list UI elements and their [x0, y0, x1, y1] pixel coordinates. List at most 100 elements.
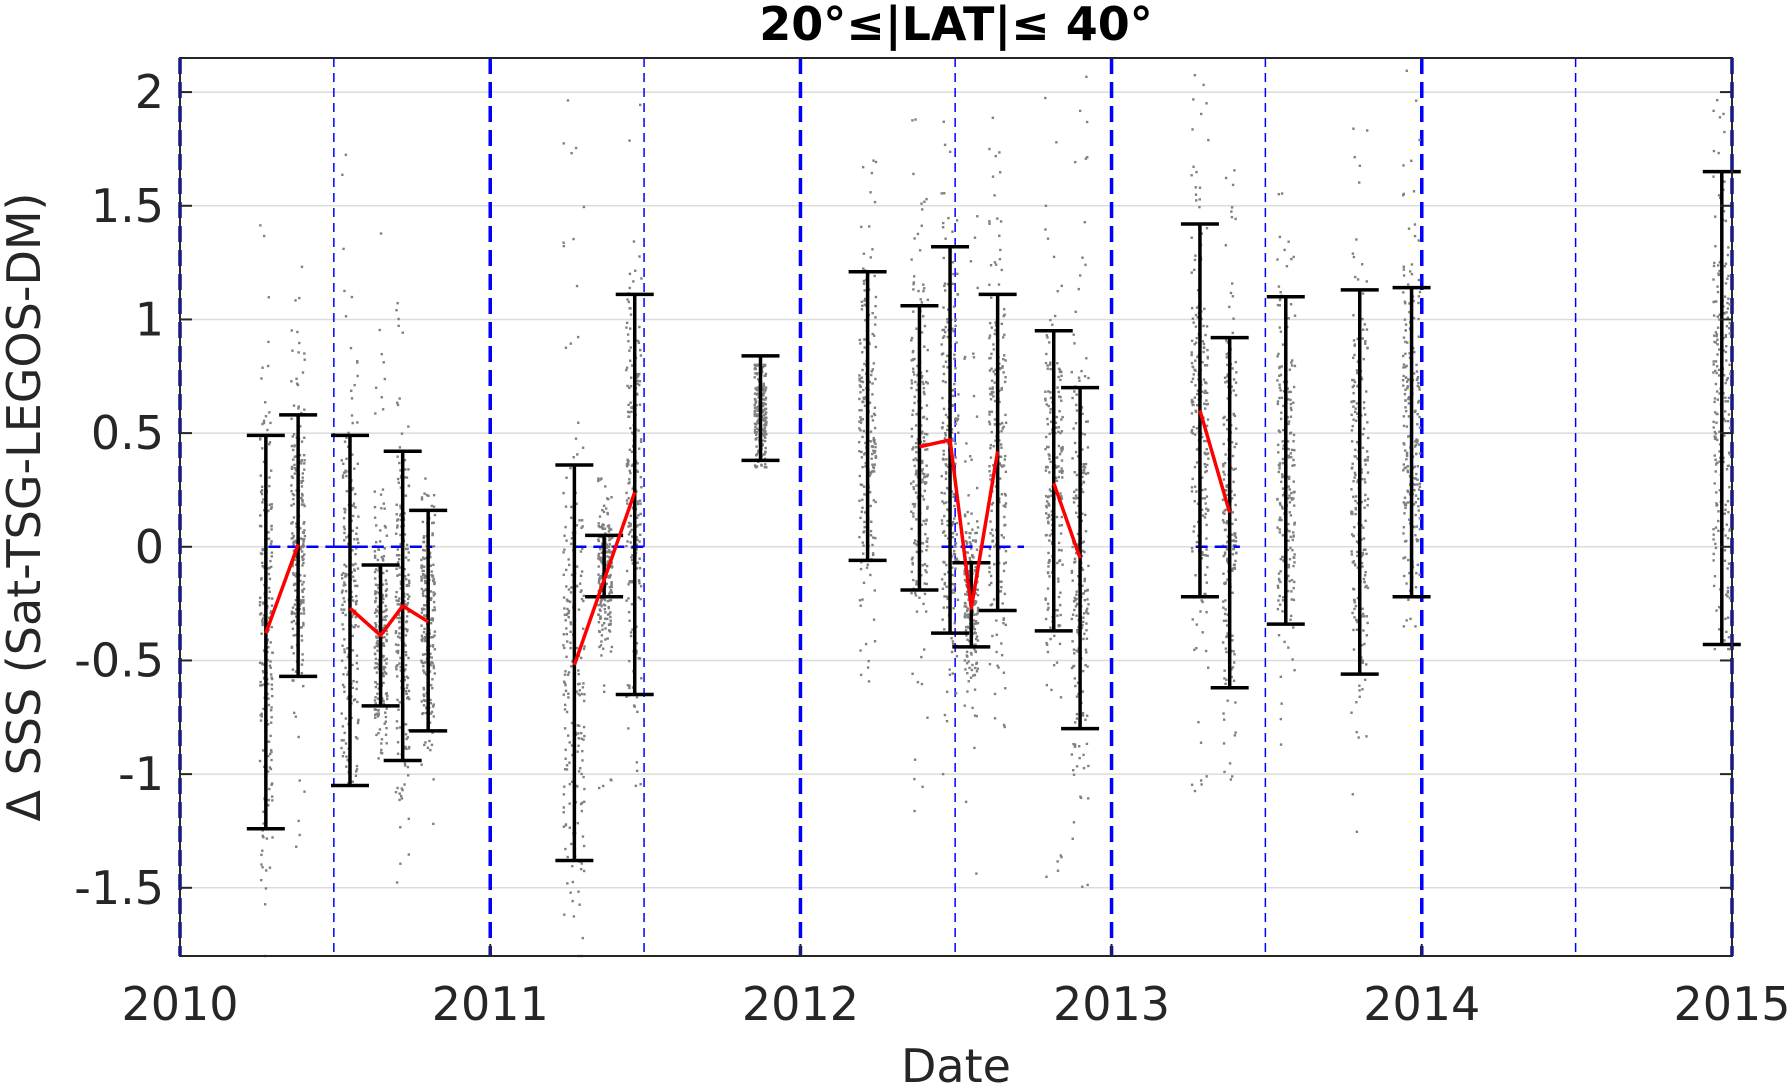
scatter-point [1712, 371, 1715, 374]
scatter-point [431, 533, 434, 537]
scatter-point [422, 688, 426, 691]
scatter-point [952, 388, 955, 392]
scatter-point [606, 575, 609, 579]
scatter-point [1059, 603, 1062, 607]
scatter-point [915, 583, 918, 586]
scatter-point [295, 845, 298, 848]
scatter-point [397, 317, 400, 321]
scatter-point [1356, 457, 1359, 460]
scatter-point [1233, 169, 1236, 172]
scatter-point [1723, 312, 1726, 315]
scatter-point [951, 282, 955, 286]
scatter-point [1354, 473, 1357, 477]
scatter-point [1206, 666, 1210, 669]
scatter-point [764, 389, 767, 392]
scatter-point [343, 651, 346, 654]
scatter-point [262, 707, 265, 711]
scatter-point [1060, 284, 1063, 288]
scatter-point [1232, 563, 1236, 567]
scatter-point [1292, 433, 1296, 437]
scatter-point [921, 430, 924, 434]
scatter-point [376, 715, 380, 718]
scatter-point [911, 413, 914, 417]
scatter-point [1046, 602, 1050, 606]
scatter-point [406, 765, 410, 769]
scatter-point [991, 534, 995, 537]
scatter-point [858, 338, 862, 342]
scatter-point [405, 543, 409, 547]
scatter-point [354, 584, 357, 588]
scatter-point [295, 455, 298, 458]
scatter-point [925, 404, 929, 407]
scatter-point [1225, 418, 1229, 422]
scatter-point [1083, 550, 1086, 554]
scatter-point [407, 579, 411, 582]
scatter-point [406, 593, 409, 596]
scatter-point [562, 244, 566, 248]
scatter-point [969, 260, 973, 263]
scatter-point [394, 595, 398, 599]
scatter-point [1402, 192, 1406, 196]
scatter-point [923, 563, 927, 566]
scatter-point [1222, 606, 1225, 609]
scatter-point [1048, 534, 1052, 537]
scatter-point [991, 116, 995, 119]
scatter-point [290, 329, 293, 332]
scatter-point [942, 365, 945, 368]
scatter-point [1192, 403, 1195, 407]
scatter-point [1417, 239, 1420, 242]
scatter-point [874, 295, 878, 299]
scatter-point [1206, 348, 1209, 352]
scatter-point [1202, 346, 1206, 349]
scatter-point [1196, 520, 1200, 524]
scatter-point [951, 437, 954, 440]
scatter-point [1358, 684, 1361, 687]
scatter-point [1049, 408, 1052, 411]
scatter-point [1087, 797, 1090, 800]
scatter-point [431, 731, 434, 734]
scatter-point [355, 764, 359, 768]
scatter-point [1234, 540, 1238, 543]
scatter-point [433, 634, 436, 637]
scatter-point [859, 385, 862, 389]
scatter-point [303, 408, 306, 411]
scatter-point [923, 345, 926, 348]
scatter-point [925, 540, 929, 544]
scatter-point [1354, 407, 1357, 410]
scatter-point [356, 360, 359, 363]
scatter-point [597, 525, 600, 528]
scatter-point [1060, 430, 1064, 433]
scatter-point [383, 666, 387, 669]
scatter-point [1059, 378, 1062, 382]
scatter-point [399, 514, 402, 517]
scatter-point [923, 392, 926, 396]
scatter-point [963, 573, 966, 576]
scatter-point [1408, 518, 1411, 521]
scatter-point [1410, 272, 1414, 276]
scatter-point [406, 628, 409, 631]
scatter-point [910, 382, 914, 385]
scatter-point [871, 463, 874, 466]
scatter-point [944, 534, 947, 537]
scatter-point [302, 624, 305, 627]
scatter-point [1075, 393, 1078, 396]
scatter-point [925, 518, 928, 521]
scatter-point [1073, 745, 1077, 748]
scatter-point [575, 502, 578, 505]
scatter-point [1087, 764, 1090, 768]
scatter-point [989, 456, 993, 459]
scatter-point [433, 606, 436, 609]
scatter-point [975, 662, 978, 665]
scatter-point [1281, 507, 1284, 510]
scatter-point [913, 539, 917, 542]
scatter-point [581, 547, 584, 550]
scatter-point [1194, 341, 1198, 344]
scatter-point [420, 575, 423, 579]
scatter-point [862, 267, 865, 270]
scatter-point [395, 650, 398, 653]
scatter-point [270, 503, 274, 506]
scatter-point [870, 171, 874, 175]
scatter-point [373, 666, 377, 670]
scatter-point [270, 795, 274, 798]
scatter-point [303, 790, 306, 793]
